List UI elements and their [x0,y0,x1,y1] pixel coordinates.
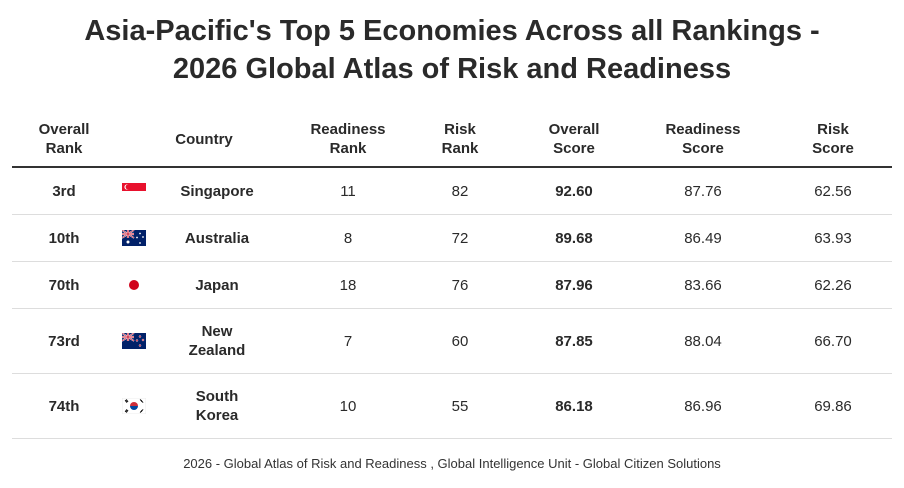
risk-rank-cell: 60 [404,308,516,374]
readiness-score-cell: 86.96 [632,373,774,439]
header-risk-rank: Risk Rank [404,112,516,168]
readiness-rank-cell: 10 [292,373,404,439]
readiness-rank-cell: 18 [292,261,404,309]
table-row: 10th Australia [12,214,892,262]
country-name: Japan [195,276,239,294]
title-line-1: Asia-Pacific's Top 5 Economies Across al… [84,15,820,47]
page-title: Asia-Pacific's Top 5 Economies Across al… [0,12,904,88]
risk-rank-cell: 82 [404,167,516,215]
risk-rank-cell: 55 [404,373,516,439]
risk-score-cell: 62.56 [774,167,892,215]
overall-score-cell: 87.96 [516,261,632,309]
australia-flag-icon [122,230,146,246]
country-cell: South Korea [116,373,292,439]
country-cell: Singapore [116,167,292,215]
country-name: South Korea [195,388,239,424]
title-line-2: 2026 Global Atlas of Risk and Readiness [172,53,732,85]
table-row: 73rd New Zealand [12,308,892,374]
table-row: 70th Japan 18 76 87.96 83.66 62.26 [12,261,892,309]
overall-score-cell: 92.60 [516,167,632,215]
overall-rank-cell: 73rd [12,308,116,374]
japan-flag-icon [122,277,146,293]
overall-rank-cell: 70th [12,261,116,309]
new-zealand-flag-icon [122,333,146,349]
south-korea-flag-icon [122,398,146,414]
risk-rank-cell: 72 [404,214,516,262]
risk-score-cell: 62.26 [774,261,892,309]
header-readiness-rank: Readiness Rank [292,112,404,168]
readiness-score-cell: 88.04 [632,308,774,374]
overall-score-cell: 86.18 [516,373,632,439]
overall-rank-cell: 10th [12,214,116,262]
singapore-flag-icon [122,183,146,199]
overall-rank-cell: 74th [12,373,116,439]
risk-rank-cell: 76 [404,261,516,309]
overall-score-cell: 87.85 [516,308,632,374]
header-risk-score: Risk Score [774,112,892,168]
readiness-score-cell: 86.49 [632,214,774,262]
readiness-score-cell: 87.76 [632,167,774,215]
risk-score-cell: 63.93 [774,214,892,262]
table-row: 3rd Singapore 11 82 92.60 87.76 62.56 [12,167,892,215]
header-overall-score: Overall Score [516,112,632,168]
source-footer: 2026 - Global Atlas of Risk and Readines… [183,456,721,471]
risk-score-cell: 69.86 [774,373,892,439]
country-name: New Zealand [188,323,246,359]
country-name: Australia [184,229,250,247]
country-name: Singapore [180,182,254,200]
overall-score-cell: 89.68 [516,214,632,262]
header-overall-rank: Overall Rank [12,112,116,168]
country-cell: Japan [116,261,292,309]
header-row: Overall Rank Country Readiness Rank Risk Ra… [12,112,892,168]
overall-rank-cell: 3rd [12,167,116,215]
risk-score-cell: 66.70 [774,308,892,374]
readiness-rank-cell: 7 [292,308,404,374]
country-cell: New Zealand [116,308,292,374]
rankings-table: Overall Rank Country Readiness Rank Risk Ra… [12,112,892,439]
table-row: 74th South Korea [12,373,892,439]
header-readiness-score: Readiness Score [632,112,774,168]
readiness-rank-cell: 11 [292,167,404,215]
header-country: Country [116,112,292,168]
readiness-rank-cell: 8 [292,214,404,262]
readiness-score-cell: 83.66 [632,261,774,309]
country-cell: Australia [116,214,292,262]
